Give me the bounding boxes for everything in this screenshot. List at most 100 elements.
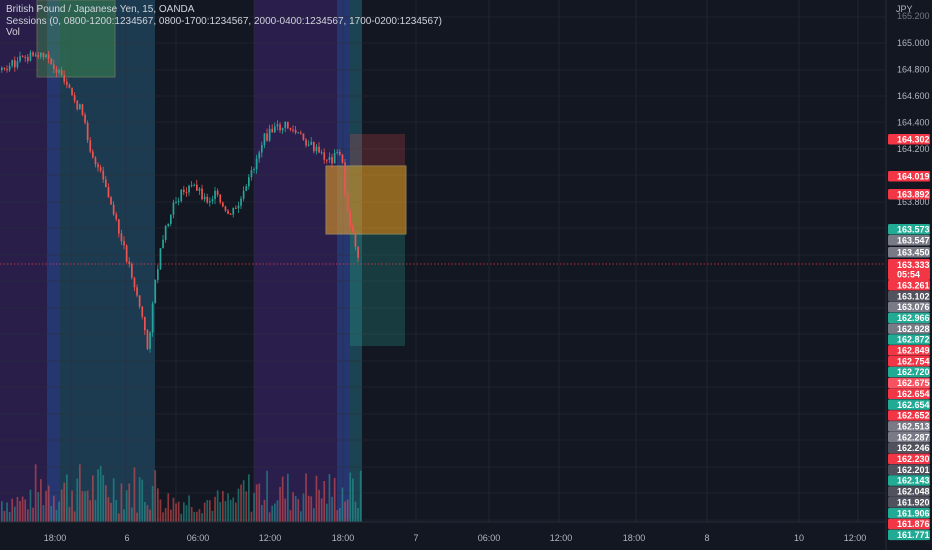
volume-bar [201, 513, 203, 522]
candle-body [27, 57, 29, 61]
candle-body [99, 167, 102, 171]
candle-body [297, 132, 300, 134]
candle-body [102, 170, 105, 180]
candle-body [185, 192, 188, 194]
volume-bar [263, 499, 266, 522]
candle-body [105, 179, 107, 187]
candle-body [274, 126, 276, 133]
candle-body [336, 152, 339, 153]
candle-body [55, 68, 58, 73]
volume-bar [209, 500, 211, 522]
candle-body [131, 264, 133, 278]
candle-body [19, 56, 21, 62]
price-tick-label: 164.400 [897, 118, 930, 128]
entry-zone-box [325, 165, 407, 235]
volume-bar [318, 489, 320, 522]
volume-bar [42, 505, 45, 522]
price-badge-label: 162.872 [897, 335, 930, 345]
price-badge-bg [888, 301, 930, 313]
volume-bar [279, 487, 281, 522]
candle-body [261, 145, 263, 153]
volume-bar [50, 506, 53, 522]
volume-bar [133, 467, 136, 522]
volume-bar [198, 509, 201, 522]
candle-body [209, 201, 211, 203]
price-badge: 163.573 [888, 224, 930, 235]
price-badge-label: 163.892 [897, 189, 930, 199]
candle-body [266, 133, 268, 141]
candle-body [250, 170, 253, 178]
candle-body [149, 332, 151, 349]
volume-bar [102, 475, 105, 522]
candle-body [79, 104, 81, 109]
stop-loss-zone [350, 134, 405, 166]
price-tick-label: 164.200 [897, 144, 930, 154]
volume-bar [341, 487, 344, 522]
candle-body [227, 210, 229, 214]
price-badge: 162.513 [888, 421, 930, 432]
volume-bar [359, 470, 362, 522]
candle-body [14, 60, 16, 68]
price-badge-bg [888, 529, 930, 541]
volume-bar [346, 499, 349, 522]
volume-indicator-label[interactable]: Vol [6, 27, 20, 38]
volume-bar [268, 512, 271, 522]
candle-body [40, 52, 42, 57]
volume-bar [177, 501, 180, 522]
volume-bar [118, 513, 120, 522]
candle-body [154, 279, 157, 304]
volume-bar [99, 465, 102, 522]
price-badge: 162.675 [888, 377, 930, 389]
volume-bar [34, 464, 37, 522]
candle-body [193, 184, 196, 186]
candle-body [112, 204, 115, 215]
price-badge: 163.102 [888, 290, 930, 302]
price-badge-label: 162.928 [897, 324, 930, 334]
volume-bar [120, 483, 123, 522]
candle-body [172, 202, 175, 215]
price-badge: 162.048 [888, 486, 930, 497]
price-badge-bg [888, 431, 930, 443]
candle-body [255, 158, 258, 170]
price-badge-bg [888, 464, 930, 475]
price-badge: 162.720 [888, 366, 930, 378]
volume-bar [141, 479, 144, 522]
sessions-indicator-label[interactable]: Sessions (0, 0800-1200:1234567, 0800-170… [6, 15, 442, 27]
price-badge-label: 162.652 [897, 411, 930, 421]
candle-body [235, 207, 237, 209]
price-badge: 161.906 [888, 507, 930, 519]
volume-bar [8, 512, 11, 522]
volume-bar [11, 498, 14, 522]
symbol-title[interactable]: British Pound / Japanese Yen, 15, OANDA [6, 4, 195, 15]
volume-bar [105, 485, 107, 522]
volume-bar [224, 501, 227, 522]
candle-body [258, 152, 261, 159]
volume-bar [354, 501, 357, 522]
candle-body [110, 197, 112, 205]
candle-body [242, 190, 245, 199]
volume-bar [167, 493, 170, 522]
candle-body [115, 214, 118, 220]
candle-body [357, 246, 359, 258]
price-badge: 164.019 [888, 171, 930, 182]
price-badge-bg [888, 497, 930, 508]
price-badge: 162.872 [888, 334, 930, 345]
candle-body [60, 70, 63, 75]
session-band [47, 0, 60, 522]
candle-body [271, 128, 274, 133]
candle-body [326, 159, 328, 161]
session-band [60, 0, 155, 522]
volume-bar [146, 505, 149, 522]
candle-body [245, 186, 248, 191]
candle-body [339, 152, 341, 155]
volume-bar [307, 495, 310, 522]
volume-bar [287, 473, 289, 522]
candle-body [333, 153, 336, 164]
countdown-label: 05:54 [897, 270, 920, 280]
price-badge-label: 163.102 [897, 291, 930, 301]
candle-body [92, 151, 94, 158]
candle-body [354, 232, 357, 247]
volume-bar [47, 485, 50, 522]
